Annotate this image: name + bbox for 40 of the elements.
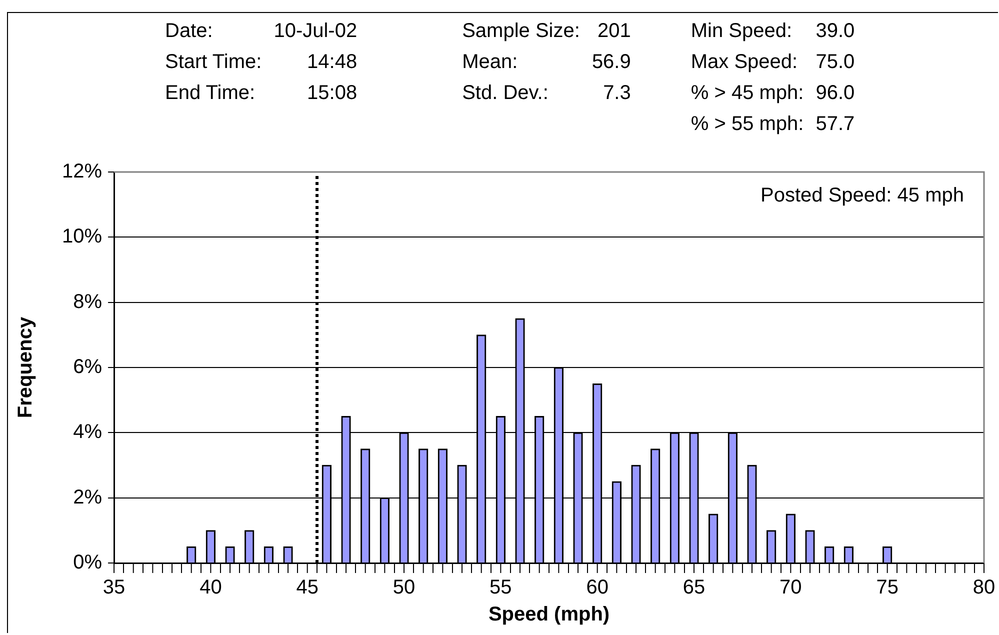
text: 201 [596, 19, 631, 44]
text: % > 55 mph: [690, 112, 804, 137]
x-tick-label: 75 [876, 576, 898, 599]
x-tick-label: 65 [682, 576, 706, 599]
text: Max Speed: [690, 50, 799, 75]
ref-line-label: Posted Speed: 45 mph [760, 184, 964, 207]
text: Date: [165, 19, 214, 44]
text: 14:48 [306, 50, 358, 75]
text: 57.7 [816, 112, 855, 137]
text: Std. Dev.: [462, 81, 550, 106]
x-tick-label: 60 [586, 576, 608, 599]
text: % > 45 mph: [690, 81, 804, 106]
y-tick-label: 10% [62, 226, 102, 248]
y-tick-label: 0% [73, 552, 102, 574]
x-tick-label: 35 [102, 576, 126, 599]
x-tick-label: 55 [490, 576, 512, 599]
y-tick-label: 12% [62, 160, 102, 183]
x-axis-title: Speed (mph) [488, 604, 610, 626]
text: Start Time: [165, 50, 262, 75]
text: 75.0 [816, 50, 855, 75]
x-tick-label: 40 [200, 576, 222, 599]
text: Min Speed: [690, 19, 794, 44]
text: 10-Jul-02 [274, 19, 358, 44]
text: 56.9 [592, 50, 631, 75]
y-tick-label: 6% [73, 356, 102, 378]
x-tick-label: 50 [392, 576, 416, 599]
text: Sample Size: [462, 19, 580, 44]
text: Mean: [462, 50, 519, 75]
text: 96.0 [816, 81, 855, 106]
text: 15:08 [306, 81, 358, 106]
x-tick-label: 45 [296, 576, 318, 599]
text: 39.0 [816, 19, 855, 44]
x-tick-label: 70 [780, 576, 802, 599]
y-tick-label: 2% [73, 486, 102, 508]
y-axis-title: Frequency [14, 316, 37, 418]
y-tick-label: 8% [73, 290, 102, 313]
text: 7.3 [602, 81, 631, 106]
text: End Time: [165, 81, 256, 106]
x-tick-label: 80 [972, 576, 996, 599]
y-tick-label: 4% [73, 421, 102, 444]
